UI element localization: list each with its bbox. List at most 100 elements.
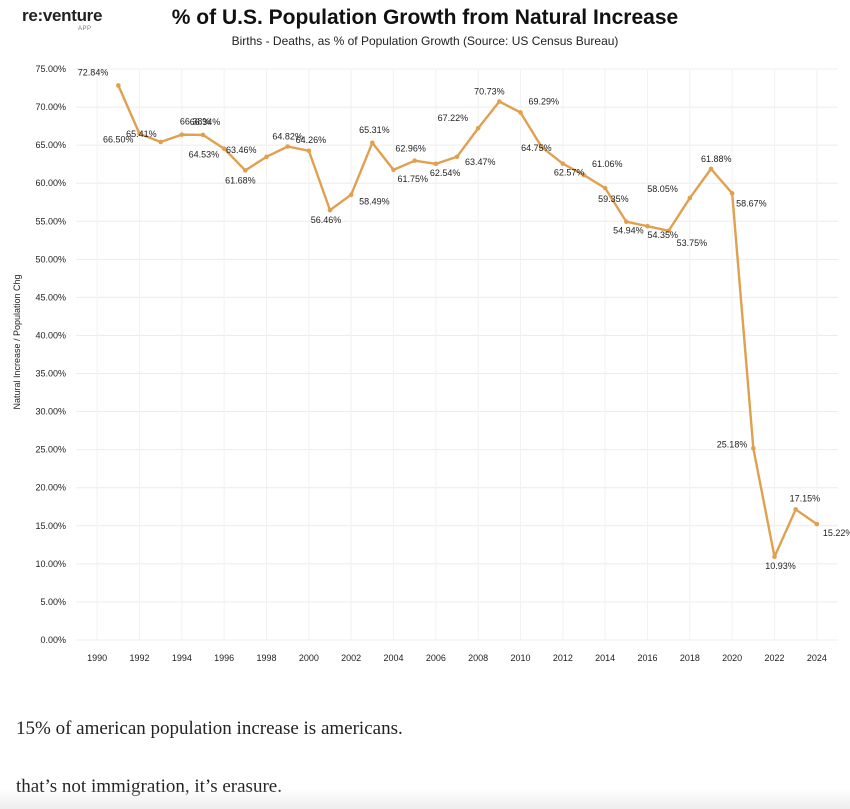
y-tick-label: 45.00% — [35, 292, 66, 302]
x-tick-label: 2002 — [341, 653, 361, 663]
data-point — [539, 144, 544, 150]
x-tick-label: 2018 — [680, 653, 700, 663]
x-tick-label: 2000 — [299, 653, 319, 663]
data-point — [327, 207, 333, 213]
x-tick-label: 2022 — [764, 653, 784, 663]
x-tick-label: 2024 — [807, 653, 827, 663]
data-label: 25.18% — [717, 439, 748, 449]
x-tick-label: 1994 — [172, 653, 192, 663]
data-point — [793, 507, 798, 512]
logo-text: re:venture — [22, 6, 103, 25]
data-label: 65.41% — [126, 129, 157, 139]
data-point — [687, 195, 693, 201]
data-point — [370, 140, 375, 146]
data-label: 61.75% — [398, 174, 429, 184]
data-label: 69.29% — [529, 96, 560, 106]
y-tick-label: 10.00% — [35, 559, 66, 569]
data-point — [348, 192, 354, 197]
data-label: 53.75% — [677, 238, 708, 248]
data-label: 54.94% — [613, 226, 644, 236]
data-label: 62.57% — [554, 168, 585, 178]
data-label: 65.31% — [359, 125, 390, 135]
x-tick-label: 2012 — [553, 653, 573, 663]
data-label: 61.68% — [225, 175, 256, 185]
x-tick-label: 2010 — [510, 653, 530, 663]
data-point — [666, 228, 671, 234]
y-tick-label: 20.00% — [35, 483, 66, 493]
data-label: 58.67% — [736, 198, 767, 208]
data-point — [645, 223, 650, 229]
data-label: 56.46% — [311, 215, 342, 225]
data-point — [602, 185, 608, 191]
y-tick-label: 50.00% — [35, 254, 66, 264]
line-chart: 0.00% 5.00% 10.00% 15.00% 20.00% 25.00% 30.00%… — [12, 64, 850, 663]
data-label: 64.75% — [521, 143, 552, 153]
y-tick-label: 55.00% — [35, 216, 66, 226]
data-label: 15.22% — [823, 528, 850, 538]
data-point — [581, 172, 587, 178]
x-tick-label: 2020 — [722, 653, 742, 663]
y-tick-label: 0.00% — [40, 635, 66, 645]
x-tick-label: 2004 — [383, 653, 403, 663]
x-tick-label: 1990 — [87, 653, 107, 663]
caption-line-1: 15% of american population increase is a… — [16, 718, 403, 739]
data-label: 72.84% — [78, 67, 109, 77]
data-point — [285, 144, 290, 149]
data-point — [243, 168, 248, 173]
data-label: 64.82% — [272, 132, 303, 142]
y-axis: 0.00% 5.00% 10.00% 15.00% 20.00% 25.00% 30.00%… — [35, 64, 66, 645]
data-point — [475, 125, 481, 131]
y-tick-label: 25.00% — [35, 445, 66, 455]
x-tick-label: 2014 — [595, 653, 615, 663]
data-label: 66.50% — [103, 135, 134, 145]
data-label: 62.54% — [430, 168, 461, 178]
data-point — [624, 219, 629, 225]
data-point — [518, 110, 523, 115]
data-label: 58.05% — [647, 184, 678, 194]
data-label: 10.93% — [765, 561, 796, 571]
y-tick-label: 35.00% — [35, 369, 66, 379]
y-tick-label: 5.00% — [40, 597, 66, 607]
y-tick-label: 40.00% — [35, 330, 66, 340]
y-tick-label: 70.00% — [35, 102, 66, 112]
data-label: 58.49% — [359, 197, 390, 207]
x-tick-label: 1996 — [214, 653, 234, 663]
data-points — [116, 83, 820, 560]
data-point — [454, 154, 460, 160]
series-line — [117, 84, 818, 558]
data-point — [158, 139, 163, 145]
data-label: 62.96% — [395, 144, 426, 154]
logo-subtext: APP — [78, 26, 92, 32]
y-tick-label: 60.00% — [35, 178, 66, 188]
data-label: 63.47% — [465, 157, 496, 167]
y-tick-label: 75.00% — [35, 64, 66, 74]
data-labels: 72.84% 66.50%65.41% 66.38%66.34% 64.53% 61.6… — [78, 67, 850, 570]
data-label: 67.22% — [438, 113, 469, 123]
data-point — [433, 161, 439, 167]
x-tick-label: 2006 — [426, 653, 446, 663]
data-point — [772, 554, 777, 560]
data-point — [814, 521, 820, 527]
data-point — [137, 131, 142, 137]
y-tick-label: 15.00% — [35, 521, 66, 531]
data-point — [560, 161, 566, 166]
data-point — [179, 132, 185, 137]
grid-lines — [76, 68, 838, 641]
data-point — [264, 154, 269, 160]
data-label: 59.35% — [598, 194, 629, 204]
data-point — [221, 146, 227, 152]
data-point — [116, 83, 121, 88]
y-axis-label: Natural Increase / Population Chg — [12, 274, 22, 409]
series-polyline — [117, 84, 818, 558]
x-tick-label: 1992 — [129, 653, 149, 663]
data-label: 64.26% — [296, 135, 327, 145]
data-point — [751, 445, 756, 451]
x-tick-label: 1998 — [256, 653, 276, 663]
data-label: 66.38% — [180, 117, 211, 127]
data-point — [200, 132, 206, 138]
data-label: 17.15% — [790, 493, 821, 503]
data-point — [412, 158, 417, 163]
data-label: 61.88% — [701, 154, 732, 164]
data-label: 64.53% — [189, 150, 220, 160]
y-tick-label: 65.00% — [35, 140, 66, 150]
